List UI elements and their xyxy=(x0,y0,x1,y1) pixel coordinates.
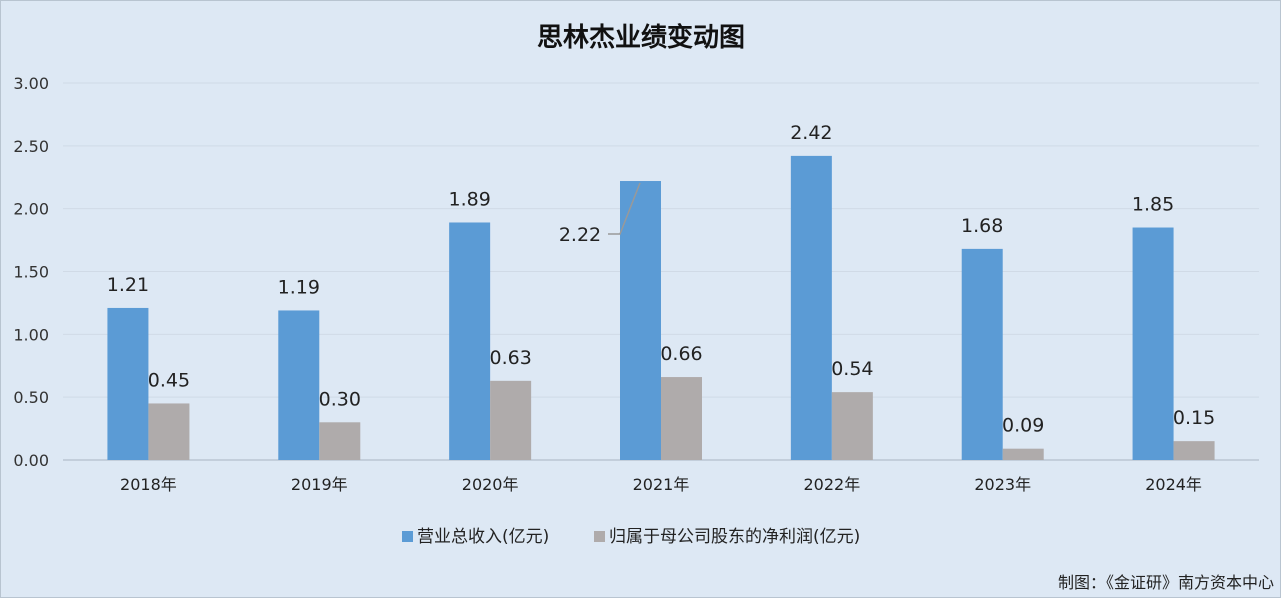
x-category-label: 2024年 xyxy=(1145,475,1202,494)
legend: 营业总收入(亿元) 归属于母公司股东的净利润(亿元) xyxy=(402,527,860,547)
profit-bar xyxy=(319,422,361,460)
y-tick-label: 1.00 xyxy=(13,325,49,344)
revenue-data-label: 1.19 xyxy=(278,276,320,298)
profit-data-label: 0.30 xyxy=(319,388,361,410)
revenue-bar xyxy=(449,222,491,460)
x-category-label: 2020年 xyxy=(462,475,519,494)
revenue-bar xyxy=(278,310,320,460)
x-category-label: 2019年 xyxy=(291,475,348,494)
revenue-bar xyxy=(961,248,1003,460)
y-tick-label: 2.50 xyxy=(13,137,49,156)
x-category-label: 2022年 xyxy=(803,475,860,494)
profit-data-label: 0.15 xyxy=(1173,407,1215,429)
credit-text: 制图：《金证研》南方资本中心 xyxy=(1058,573,1274,592)
profit-data-label: 0.09 xyxy=(1002,415,1044,437)
revenue-bar xyxy=(107,307,149,460)
revenue-data-label: 2.42 xyxy=(790,122,832,144)
label-leader-line xyxy=(608,182,641,235)
revenue-data-label: 1.89 xyxy=(448,188,490,210)
profit-data-label: 0.66 xyxy=(660,343,702,365)
profit-data-label: 0.63 xyxy=(489,347,531,369)
profit-bar xyxy=(148,403,190,460)
y-tick-label: 0.50 xyxy=(13,388,49,407)
profit-data-label: 0.54 xyxy=(831,358,873,380)
y-tick-label: 1.50 xyxy=(13,263,49,282)
revenue-bar xyxy=(620,181,661,460)
y-tick-label: 3.00 xyxy=(13,74,49,93)
profit-bar xyxy=(1173,441,1215,460)
chart-title: 思林杰业绩变动图 xyxy=(537,22,745,53)
x-category-label: 2018年 xyxy=(120,475,177,494)
y-tick-label: 2.00 xyxy=(13,200,49,219)
x-axis: 2018年 2019年 2020年 2021年 2022年 2023年 2024年 xyxy=(120,475,1202,494)
profit-data-label: 0.45 xyxy=(148,369,190,391)
revenue-data-label: 1.68 xyxy=(961,215,1003,237)
revenue-bar xyxy=(1132,227,1174,460)
profit-bar xyxy=(1002,448,1044,460)
revenue-data-label: 2.22 xyxy=(559,224,601,246)
revenue-data-label: 1.85 xyxy=(1132,194,1174,216)
x-category-label: 2023年 xyxy=(974,475,1031,494)
profit-bar xyxy=(490,380,532,460)
legend-profit-label: 归属于母公司股东的净利润(亿元) xyxy=(609,527,860,547)
profit-bar xyxy=(831,392,873,460)
legend-revenue-label: 营业总收入(亿元) xyxy=(417,527,549,547)
legend-profit-swatch xyxy=(594,531,605,542)
data-labels: 1.21 0.45 1.19 0.30 1.89 0.63 2.22 0.66 2.42 0.54… xyxy=(107,122,1215,437)
legend-revenue-swatch xyxy=(402,531,413,542)
bars xyxy=(107,155,1215,461)
revenue-data-label: 1.21 xyxy=(107,274,149,296)
revenue-bar xyxy=(790,155,832,461)
profit-bar xyxy=(661,377,702,460)
y-tick-label: 0.00 xyxy=(13,451,49,470)
x-category-label: 2021年 xyxy=(633,475,690,494)
